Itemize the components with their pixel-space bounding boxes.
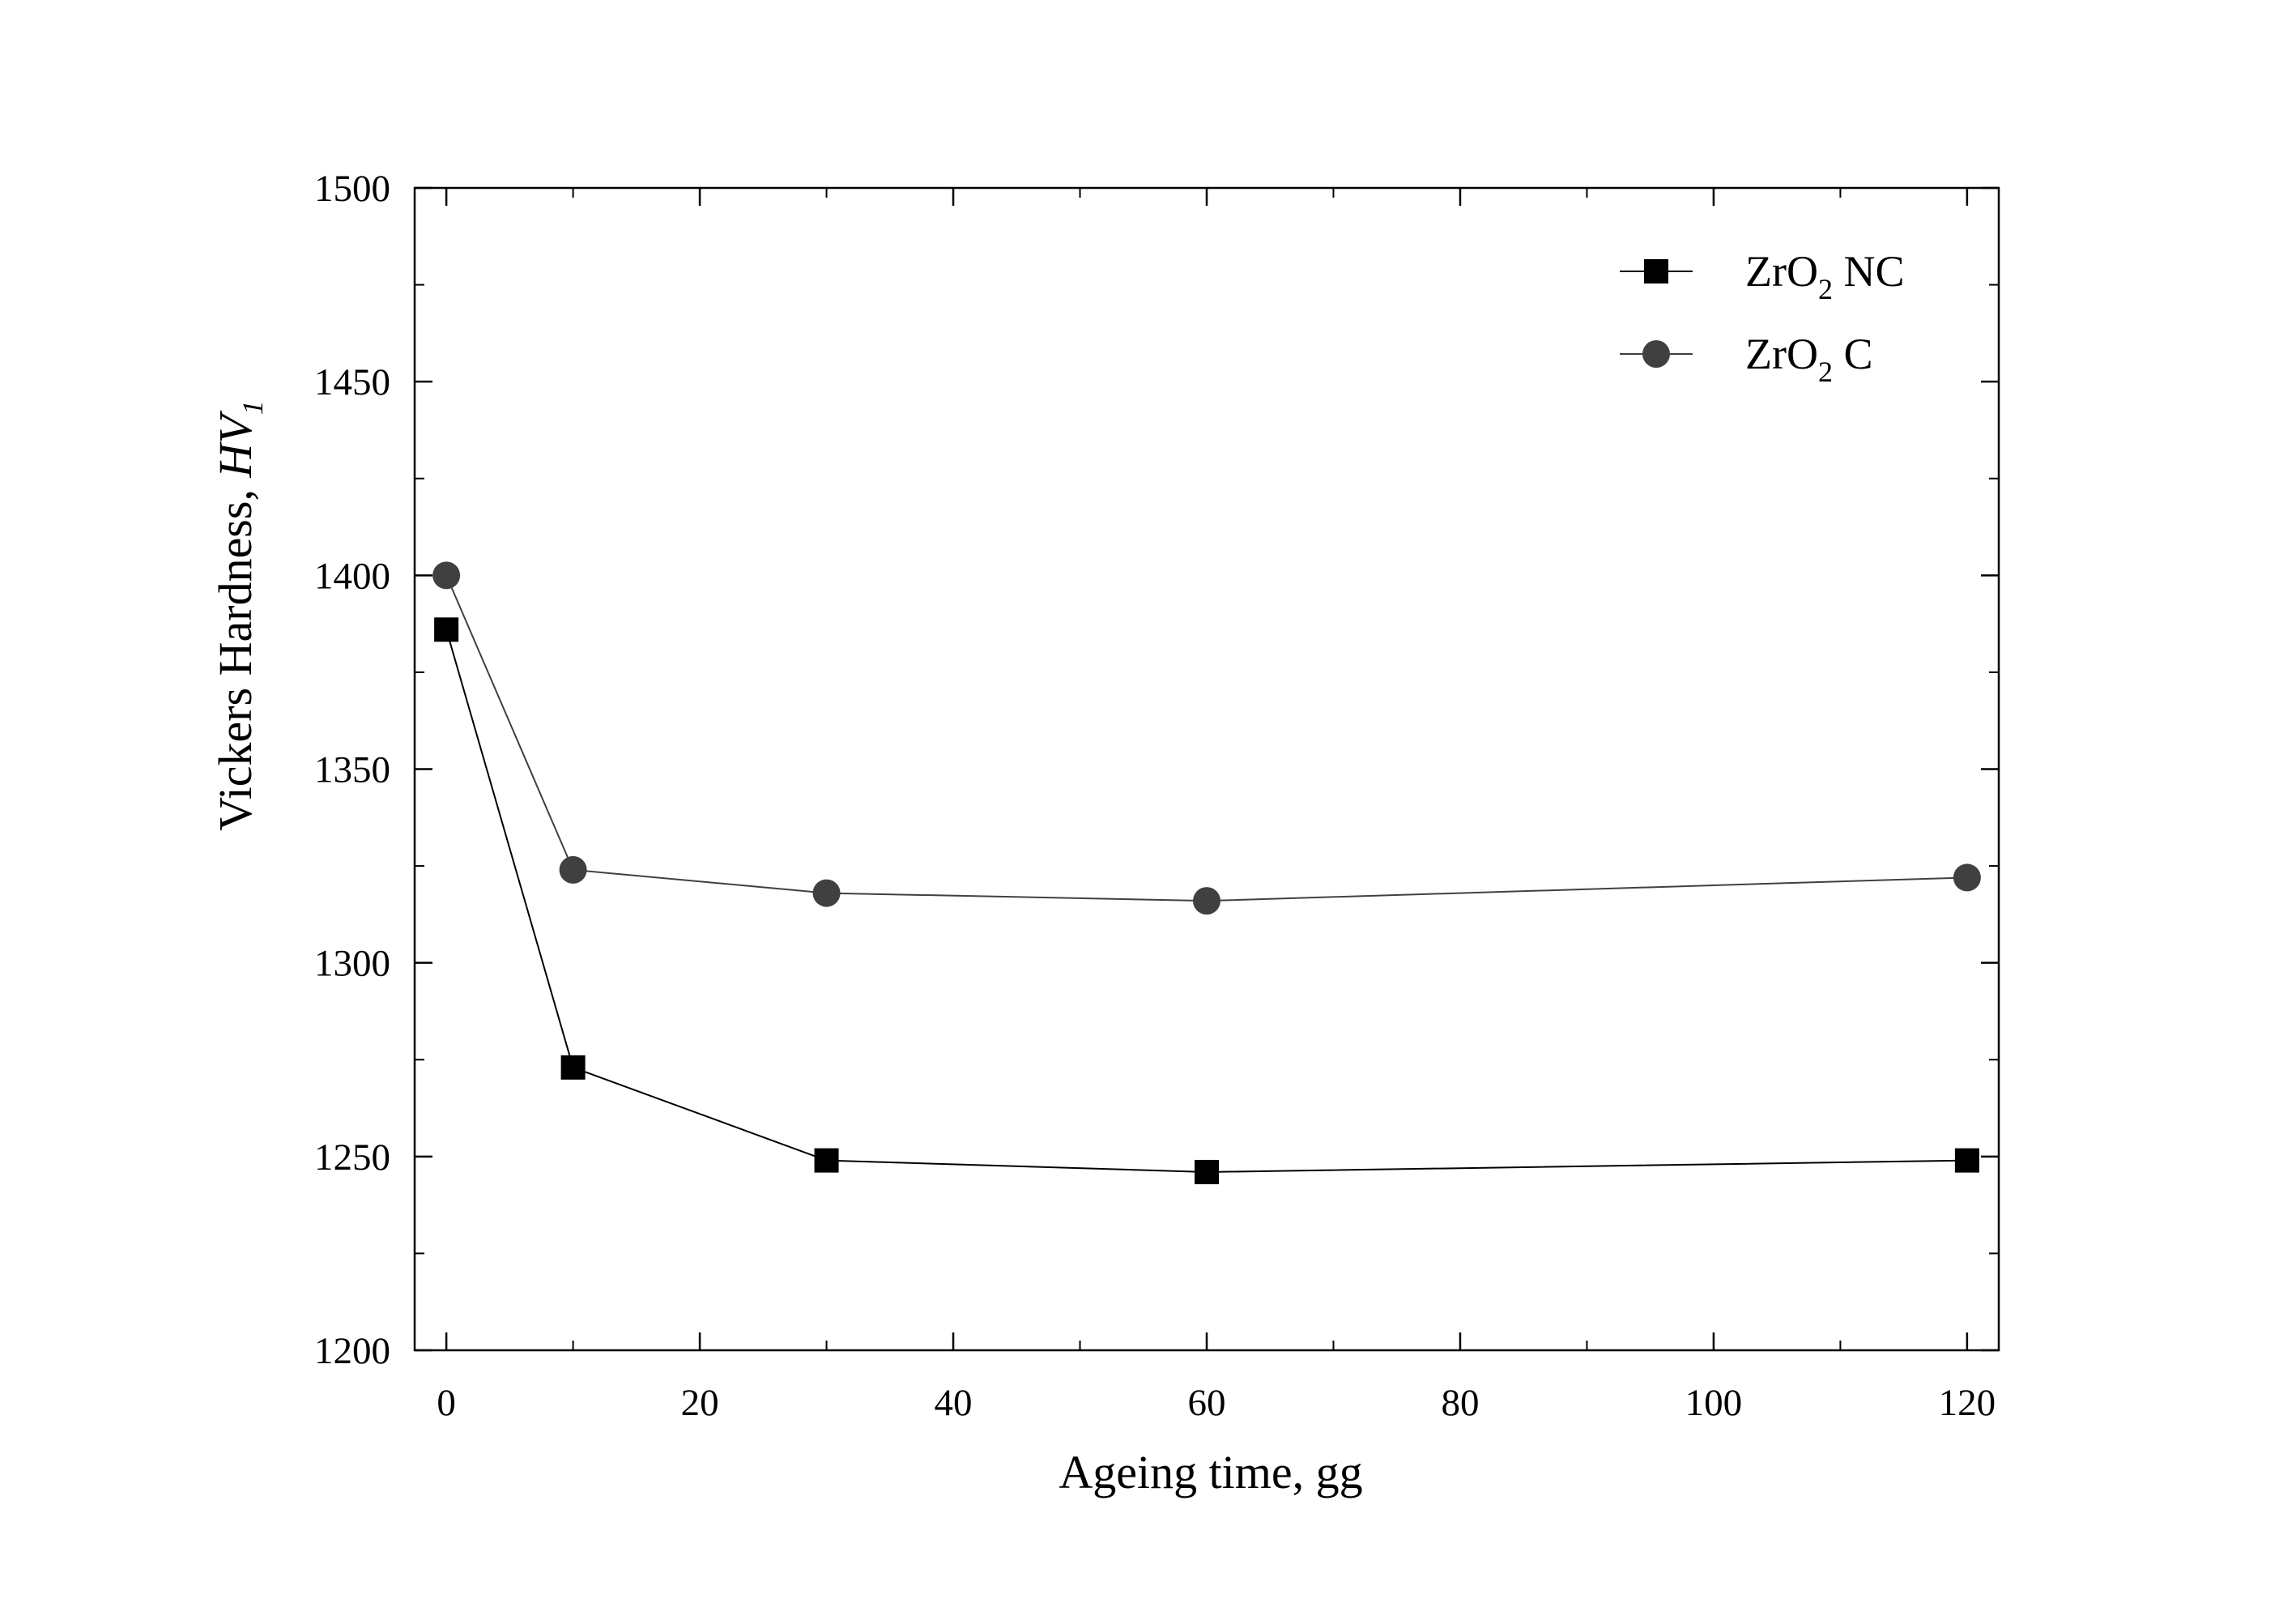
series-zro2-c: [432, 561, 1981, 915]
y-axis-title-italic: HV: [209, 410, 262, 479]
y-tick-label: 1450: [314, 361, 390, 403]
y-tick-label: 1500: [314, 168, 390, 210]
legend-label-suffix: NC: [1833, 247, 1905, 296]
data-point-zro2-nc: [1954, 1148, 1979, 1173]
legend-label: ZrO2 NC: [1745, 247, 1904, 305]
x-tick-label: 80: [1441, 1382, 1479, 1424]
data-point-zro2-nc: [1195, 1159, 1219, 1184]
legend-item-zro2-c: ZrO2 C: [1620, 330, 1873, 388]
data-point-zro2-nc: [434, 617, 459, 642]
y-axis-title: Vickers Hardness, HV1: [209, 400, 269, 831]
y-axis-title-subscript: 1: [236, 400, 269, 415]
data-point-zro2-nc: [814, 1148, 839, 1173]
axis-ticks-group: [415, 186, 1999, 1352]
legend-label-main: ZrO: [1745, 247, 1818, 296]
legend-label-main: ZrO: [1745, 330, 1818, 378]
series-zro2-nc: [434, 617, 1979, 1184]
y-axis-title-main: Vickers Hardness,: [209, 478, 262, 831]
data-point-zro2-c: [559, 855, 587, 884]
data-point-zro2-c: [812, 879, 841, 907]
data-point-zro2-c: [1193, 887, 1220, 915]
y-tick-label: 1250: [314, 1136, 390, 1179]
data-point-zro2-c: [1953, 863, 1981, 892]
tick-labels-group: 0 20 40 60 80 100 120 1200 1250 1300 1350 1400 1450 1…: [314, 168, 1996, 1424]
legend-marker-square: [1644, 259, 1668, 284]
legend-item-zro2-nc: ZrO2 NC: [1620, 247, 1904, 305]
x-tick-label: 120: [1939, 1382, 1996, 1424]
y-tick-label: 1400: [314, 555, 390, 597]
data-point-zro2-nc: [560, 1055, 586, 1080]
y-tick-label: 1300: [314, 943, 390, 985]
legend-label-subscript: 2: [1818, 273, 1833, 305]
data-point-zro2-c: [432, 561, 461, 590]
x-tick-label: 0: [437, 1382, 456, 1424]
x-axis-title: Ageing time, gg: [1059, 1446, 1362, 1499]
y-tick-label: 1350: [314, 749, 390, 791]
x-tick-label: 20: [681, 1382, 719, 1424]
legend-label-subscript: 2: [1818, 356, 1833, 388]
y-tick-label: 1200: [314, 1330, 390, 1372]
x-tick-label: 100: [1685, 1382, 1743, 1424]
legend-marker-circle: [1642, 340, 1670, 368]
legend-label: ZrO2 C: [1745, 330, 1873, 388]
x-tick-label: 40: [935, 1382, 973, 1424]
legend-label-suffix: C: [1833, 330, 1873, 378]
series-group: [432, 561, 1981, 1184]
x-tick-label: 60: [1188, 1382, 1226, 1424]
